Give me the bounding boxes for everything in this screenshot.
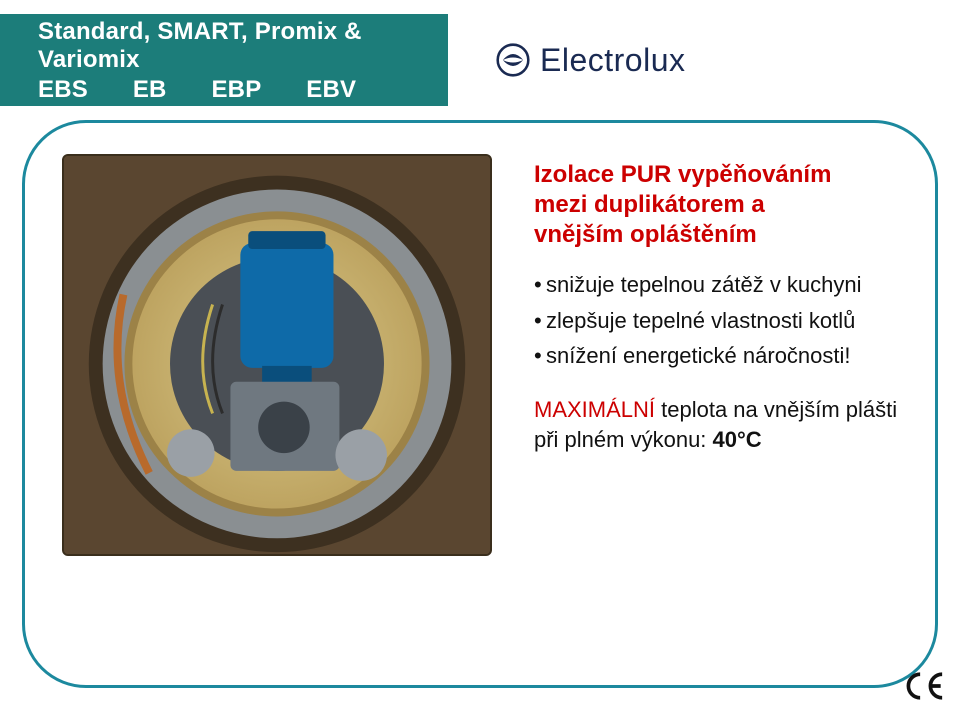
header-sub-1: EB <box>133 76 167 104</box>
bullet-0: snižuje tepelnou zátěž v kuchyni <box>534 270 924 300</box>
heading-line-1: mezi duplikátorem a <box>534 191 765 218</box>
header-left: Standard, SMART, Promix & Variomix EBS E… <box>0 14 448 106</box>
ce-c <box>908 674 920 697</box>
ce-mark-icon <box>904 671 948 701</box>
bullet-1: zlepšuje tepelné vlastnosti kotlů <box>534 306 924 336</box>
header-band: Standard, SMART, Promix & Variomix EBS E… <box>0 14 960 106</box>
header-sub-3: EBV <box>306 76 356 104</box>
text-column: Izolace PUR vypěňováním mezi duplikátore… <box>534 160 924 454</box>
logo-top-band <box>503 54 523 60</box>
equipment-photo <box>62 154 492 556</box>
slide: Standard, SMART, Promix & Variomix EBS E… <box>0 0 960 709</box>
equipment-photo-svg <box>64 154 490 556</box>
header-sub-0: EBS <box>38 76 88 104</box>
heading-line-2: vnějším opláštěním <box>534 221 757 248</box>
header-title: Standard, SMART, Promix & Variomix <box>38 18 430 74</box>
note-keyword: MAXIMÁLNÍ <box>534 397 655 422</box>
header-right: Electrolux <box>448 14 960 106</box>
note-value: 40°C <box>713 427 762 452</box>
bullet-2: snížení energetické náročnosti! <box>534 341 924 371</box>
heading: Izolace PUR vypěňováním mezi duplikátore… <box>534 160 924 250</box>
header-subtitle: EBS EB EBP EBV <box>38 76 430 104</box>
header-sub-2: EBP <box>211 76 261 104</box>
logo-ring <box>498 45 529 76</box>
bullet-list: snižuje tepelnou zátěž v kuchyni zlepšuj… <box>534 270 924 371</box>
logo-bottom-band <box>503 60 523 66</box>
brand-name: Electrolux <box>540 42 686 79</box>
heading-line-0: Izolace PUR vypěňováním <box>534 161 831 188</box>
brand: Electrolux <box>496 42 686 79</box>
ce-e <box>930 674 942 697</box>
electrolux-logo-icon <box>496 43 530 77</box>
note: MAXIMÁLNÍ teplota na vnějším plášti při … <box>534 395 924 454</box>
